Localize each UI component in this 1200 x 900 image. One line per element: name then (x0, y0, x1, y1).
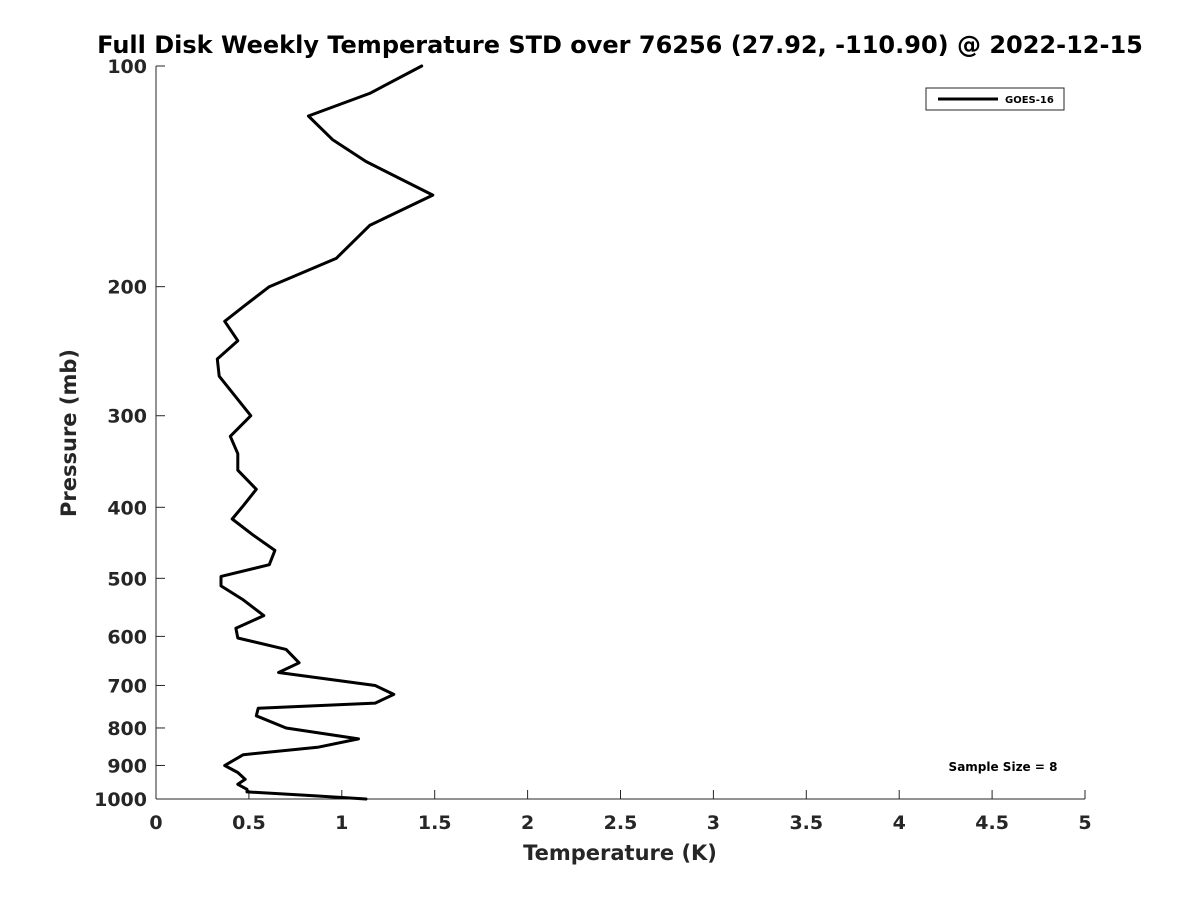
series-line-goes-16 (215, 64, 435, 801)
x-axis-label: Temperature (K) (523, 841, 717, 865)
x-tick-label: 5 (1078, 812, 1091, 834)
legend: GOES-16 (925, 87, 1065, 111)
y-axis-ticks: 100 200 300 400 500 600 700 800 900 1000 (94, 56, 165, 811)
x-tick-label: 3.5 (789, 812, 823, 834)
x-tick-label: 4 (893, 812, 906, 834)
y-tick-label: 100 (107, 56, 147, 78)
y-axis-label: Pressure (mb) (57, 349, 81, 517)
y-tick-label: 600 (107, 626, 147, 648)
y-tick-label: 200 (107, 277, 147, 299)
y-tick-label: 1000 (94, 789, 147, 811)
y-tick-label: 900 (107, 755, 147, 777)
x-tick-label: 1 (335, 812, 348, 834)
x-axis-ticks: 0 0.5 1 1.5 2 2.5 3 3.5 4 4.5 5 (149, 790, 1092, 834)
x-tick-label: 0.5 (232, 812, 266, 834)
y-tick-label: 400 (107, 497, 147, 519)
series-group (215, 64, 435, 801)
x-tick-label: 1.5 (418, 812, 452, 834)
y-tick-label: 700 (107, 675, 147, 697)
x-tick-label: 4.5 (975, 812, 1009, 834)
legend-label-goes-16: GOES-16 (1005, 95, 1054, 106)
x-tick-label: 0 (149, 812, 162, 834)
x-tick-label: 3 (707, 812, 720, 834)
sample-size-annotation: Sample Size = 8 (949, 760, 1058, 774)
chart-title: Full Disk Weekly Temperature STD over 76… (97, 31, 1143, 59)
y-tick-label: 500 (107, 568, 147, 590)
plot-area (155, 66, 1085, 800)
x-tick-label: 2 (521, 812, 534, 834)
y-tick-label: 300 (107, 406, 147, 428)
y-tick-label: 800 (107, 718, 147, 740)
x-tick-label: 2.5 (604, 812, 638, 834)
